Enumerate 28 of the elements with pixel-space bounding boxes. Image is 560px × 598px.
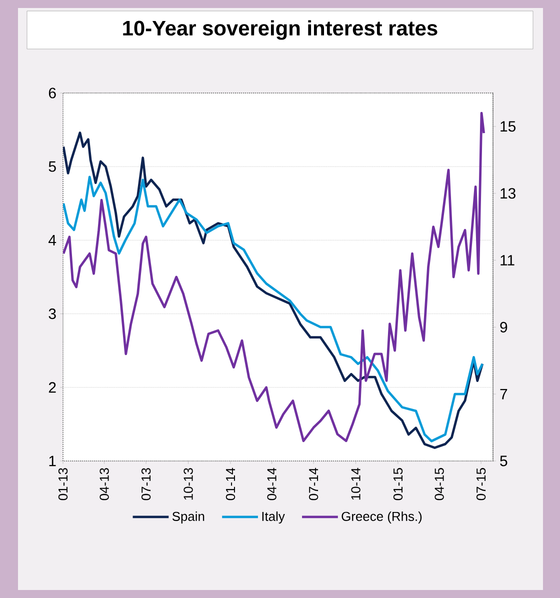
y-tick-label: 6 (48, 88, 56, 98)
x-tick-label: 07-15 (476, 468, 486, 500)
x-tick-label: 01-15 (393, 468, 403, 500)
y-tick-label: 5 (48, 161, 56, 172)
x-tick-label: 07-14 (308, 468, 318, 500)
y2-tick-label: 7 (500, 388, 508, 400)
y2-tick-label: 9 (500, 322, 508, 332)
legend-label: Italy (262, 511, 285, 524)
x-tick-label: 10-13 (184, 468, 193, 500)
y-tick-label: 1 (49, 456, 56, 466)
x-tick-label: 04-15 (434, 468, 444, 500)
y-tick-label: 4 (48, 235, 56, 246)
y-tick-label: 3 (48, 308, 56, 320)
line-series (63, 176, 484, 442)
legend-label: Greece (Rhs.) (342, 511, 422, 524)
x-tick-label: 07-13 (141, 468, 151, 500)
legend-label: Spain (172, 511, 204, 524)
x-tick-label: 01-13 (58, 468, 68, 500)
y2-tick-label: 13 (500, 188, 516, 199)
y-tick-label: 2 (48, 382, 56, 393)
x-tick-label: 01-14 (226, 468, 236, 500)
y2-tick-label: 15 (500, 121, 516, 132)
chart-title: 10-Year sovereign interest rates (123, 20, 438, 40)
x-tick-label: 04-14 (267, 468, 276, 500)
x-tick-label: 10-14 (351, 468, 360, 500)
y2-tick-label: 11 (500, 255, 514, 266)
y2-tick-label: 5 (500, 456, 508, 466)
x-tick-label: 04-13 (100, 468, 109, 500)
